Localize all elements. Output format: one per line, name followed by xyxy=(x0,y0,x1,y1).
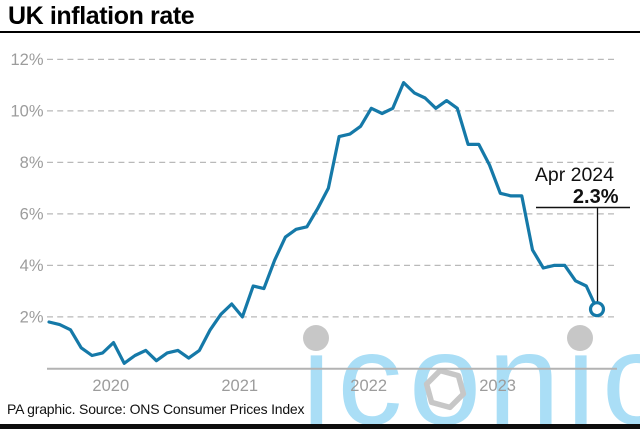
latest-point-marker xyxy=(588,301,606,318)
y-tick-label: 10% xyxy=(10,102,43,120)
inflation-series-line xyxy=(47,80,599,365)
source-caption: PA graphic. Source: ONS Consumer Prices … xyxy=(7,401,305,417)
gridlines xyxy=(47,58,617,318)
page-title: UK inflation rate xyxy=(8,2,195,30)
watermark-hexagon-icon xyxy=(423,367,467,411)
y-tick-label: 2% xyxy=(20,308,44,326)
x-tick-label: 2020 xyxy=(92,377,129,395)
annotation-value-label: 2.3% xyxy=(573,186,619,208)
y-tick-label: 6% xyxy=(20,205,44,223)
x-tick-label: 2022 xyxy=(350,377,387,395)
x-tick-label: 2023 xyxy=(479,377,516,395)
x-axis-labels: 2020 2021 2022 2023 xyxy=(92,377,516,395)
y-axis-labels: 2% 4% 6% 8% 10% 12% xyxy=(10,51,44,326)
latest-value-annotation: Apr 2024 2.3% xyxy=(535,164,630,318)
watermark-i-dot-icon xyxy=(567,325,593,351)
x-tick-label: 2021 xyxy=(221,377,258,395)
y-tick-label: 4% xyxy=(20,257,44,275)
title-divider xyxy=(0,30,640,33)
watermark-i-dot-icon xyxy=(303,325,329,351)
y-tick-label: 12% xyxy=(10,51,43,69)
y-tick-label: 8% xyxy=(20,154,44,172)
bottom-bar xyxy=(0,424,640,429)
annotation-date-label: Apr 2024 xyxy=(535,164,614,186)
